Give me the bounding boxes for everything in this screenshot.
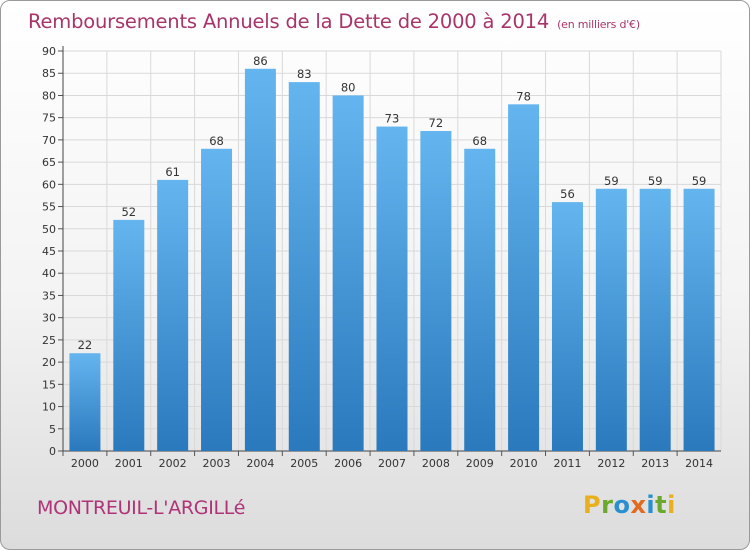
y-tick-label: 45 (42, 245, 56, 258)
bar (639, 188, 671, 451)
bar-value-label: 52 (121, 205, 136, 219)
y-tick-label: 90 (42, 45, 56, 58)
y-tick-label: 0 (49, 445, 56, 458)
bar (420, 131, 452, 451)
bar-value-label: 72 (429, 116, 444, 130)
logo-letter: i (667, 491, 676, 519)
bar-value-label: 59 (604, 174, 619, 188)
bar-value-label: 80 (341, 80, 356, 94)
logo-letter: i (646, 491, 656, 519)
bars (69, 68, 715, 452)
x-tick-label: 2011 (553, 457, 581, 470)
y-tick-label: 80 (42, 89, 56, 102)
bar-value-label: 59 (692, 174, 707, 188)
bar-value-label: 68 (209, 134, 224, 148)
bar-value-label: 61 (165, 165, 180, 179)
x-tick-label: 2004 (246, 457, 274, 470)
logo-letter: x (630, 491, 647, 519)
bar (683, 188, 715, 451)
bar-value-label: 73 (385, 112, 400, 126)
bar-value-label: 56 (560, 187, 575, 201)
bar-value-label: 78 (516, 89, 531, 103)
x-tick-label: 2006 (334, 457, 362, 470)
x-tick-label: 2007 (378, 457, 406, 470)
logo-letter: P (583, 491, 602, 519)
y-tick-label: 65 (42, 156, 56, 169)
bar (508, 104, 540, 451)
y-tick-label: 50 (42, 223, 56, 236)
bar-value-label: 59 (648, 174, 663, 188)
title-unit: (en milliers d'€) (557, 18, 640, 31)
y-tick-label: 20 (42, 356, 56, 369)
y-tick-label: 55 (42, 201, 56, 214)
y-tick-label: 35 (42, 289, 56, 302)
labels: 0 5 10 15 20 25 30 35 40 45 50 55 60 65 70 75 80 85 90 22 20… (42, 45, 713, 470)
bar (376, 126, 408, 452)
bar-value-label: 83 (297, 67, 312, 81)
y-tick-label: 30 (42, 312, 56, 325)
y-tick-label: 75 (42, 112, 56, 125)
bar (595, 188, 627, 451)
bar (288, 82, 320, 451)
chart-title: Remboursements Annuels de la Dette de 20… (28, 10, 640, 33)
x-tick-label: 2013 (641, 457, 669, 470)
town-name: MONTREUIL-L'ARGILLé (37, 497, 246, 519)
x-tick-label: 2008 (422, 457, 450, 470)
y-tick-label: 10 (42, 401, 56, 414)
bar-value-label: 22 (78, 338, 93, 352)
x-tick-label: 2012 (597, 457, 625, 470)
logo-letter: r (601, 491, 614, 519)
bar-value-label: 86 (253, 54, 268, 68)
bar (69, 353, 101, 451)
bar (113, 219, 145, 451)
logo-letter: o (613, 491, 631, 519)
y-tick-label: 60 (42, 178, 56, 191)
proxiti-logo: Proxiti (583, 491, 676, 519)
x-tick-label: 2003 (203, 457, 231, 470)
x-tick-label: 2001 (115, 457, 143, 470)
title-text: Remboursements Annuels de la Dette de 20… (28, 10, 550, 33)
x-tick-label: 2014 (685, 457, 713, 470)
bar (201, 148, 233, 451)
y-tick-label: 15 (42, 378, 56, 391)
y-tick-label: 85 (42, 67, 56, 80)
y-tick-label: 25 (42, 334, 56, 347)
logo-letter: t (655, 491, 668, 519)
x-tick-label: 2005 (290, 457, 318, 470)
y-tick-label: 40 (42, 267, 56, 280)
x-tick-label: 2002 (159, 457, 187, 470)
bar (551, 202, 583, 451)
bar-value-label: 68 (472, 134, 487, 148)
bar (332, 95, 364, 451)
bar (464, 148, 496, 451)
x-tick-label: 2010 (510, 457, 538, 470)
y-tick-label: 5 (49, 423, 56, 436)
bar (157, 179, 189, 451)
x-tick-label: 2000 (71, 457, 99, 470)
y-tick-label: 70 (42, 134, 56, 147)
x-tick-label: 2009 (466, 457, 494, 470)
bar (244, 68, 276, 452)
